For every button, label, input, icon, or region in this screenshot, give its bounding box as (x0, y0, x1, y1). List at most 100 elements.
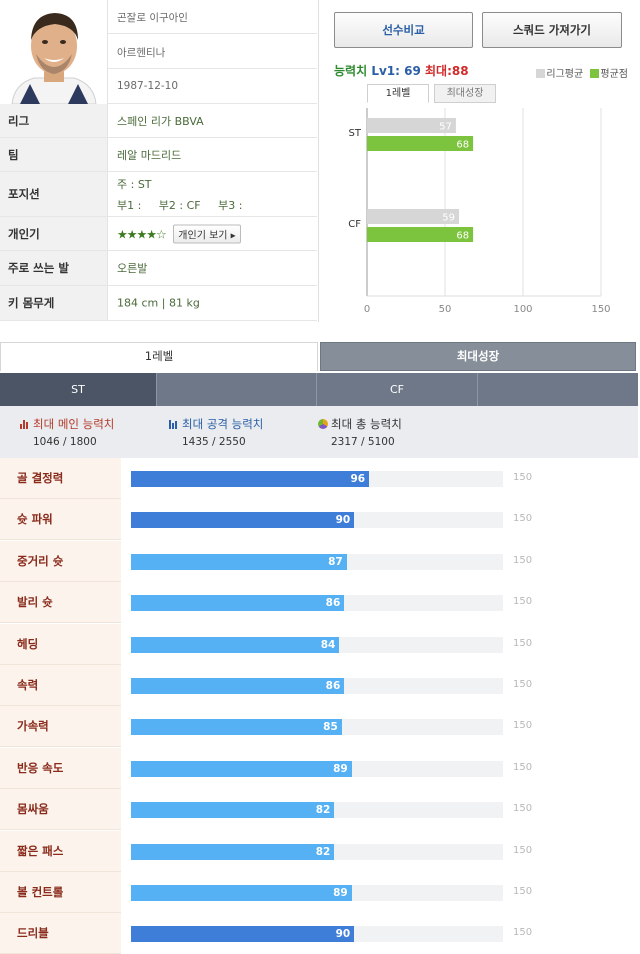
stat-label: 드리블 (17, 926, 49, 941)
tab-max-growth[interactable]: 최대성장 (434, 84, 496, 103)
chart-data-label: 68 (456, 140, 469, 151)
summary-attack-title: 최대 공격 능력치 (182, 417, 264, 431)
stat-label-cell: 반응 속도 (0, 747, 121, 789)
stat-bar-fill: 90 (131, 926, 355, 943)
stat-bar-track: 87 (131, 553, 503, 570)
stat-bar-fill: 86 (131, 678, 345, 694)
stat-row: 몸싸움 82 150 (0, 789, 640, 831)
stat-row: 중거리 슛 87 150 (0, 540, 640, 582)
stat-bar-fill: 96 (131, 471, 370, 487)
skill-label: 개인기 (8, 226, 40, 241)
team-value: 레알 마드리드 (117, 148, 182, 162)
stat-max: 150 (513, 596, 533, 608)
body-row: 키 몸무게 184 cm | 81 kg (0, 286, 317, 321)
stat-value: 82 (315, 845, 331, 858)
view-skills-button[interactable]: 개인기 보기 ▸ (173, 224, 241, 243)
tab-level1[interactable]: 1레벨 (367, 84, 429, 103)
chart-category-label: CF (348, 219, 361, 230)
stat-bar-fill: 90 (131, 512, 355, 529)
foot-label: 주로 쓰는 발 (8, 261, 69, 275)
stat-max: 150 (513, 679, 533, 690)
bar-chart-icon (169, 420, 179, 429)
legend-avg-swatch (590, 69, 600, 78)
chart-category-label: ST (349, 128, 362, 139)
stat-value: 84 (320, 638, 336, 651)
stat-value: 86 (325, 680, 341, 692)
stat-value: 86 (325, 597, 341, 610)
stat-bar-track: 89 (131, 760, 503, 777)
player-photo (0, 0, 108, 104)
stat-max: 150 (513, 844, 533, 856)
body-value: 184 cm | 81 kg (117, 296, 200, 310)
position-sub: 부1 : 부2 : CF 부3 : (117, 199, 243, 212)
skill-stars: ★★★★☆ (117, 227, 167, 241)
position-tab-cf[interactable]: CF (317, 373, 478, 406)
add-to-squad-button[interactable]: 스쿼드 가져가기 (482, 12, 622, 48)
position-label: 포지션 (8, 187, 40, 201)
chart-bar (367, 136, 474, 151)
chart-background (319, 0, 640, 322)
level-tab-level1[interactable]: 1레벨 (0, 342, 318, 371)
stat-value: 89 (333, 762, 348, 775)
stat-max: 150 (513, 886, 533, 897)
stat-row: 발리 슛 86 150 (0, 582, 640, 624)
stat-label-cell: 짧은 패스 (0, 830, 121, 872)
stat-label: 가속력 (17, 719, 49, 734)
stat-label-cell: 가속력 (0, 706, 121, 748)
stat-label: 골 결정력 (17, 471, 64, 485)
stat-label-cell: 볼 컨트롤 (0, 872, 121, 913)
chart-bar (367, 227, 474, 242)
stat-label-cell: 골 결정력 (0, 458, 121, 499)
stat-bar-fill: 82 (131, 843, 335, 860)
stat-label: 속력 (17, 678, 39, 692)
ability-level: Lv1: 69 (371, 64, 421, 78)
team-row: 팀 레알 마드리드 (0, 138, 317, 172)
stat-max: 150 (513, 803, 533, 815)
stat-bar-fill: 85 (131, 719, 342, 736)
stat-row: 드리블 90 150 (0, 913, 640, 954)
legend-avg: 평균점 (600, 69, 628, 80)
chart-tick-label: 50 (439, 304, 452, 315)
summary-main: 최대 메인 능력치 1046 / 1800 (20, 416, 114, 448)
skill-row: 개인기 ★★★★☆ 개인기 보기 ▸ (0, 217, 317, 251)
ability-max: 최대:88 (425, 64, 469, 78)
stat-bar-fill: 89 (131, 760, 352, 777)
foot-row: 주로 쓰는 발 오른발 (0, 251, 317, 286)
stat-bar-track: 90 (131, 512, 503, 529)
stat-bar-track: 82 (131, 843, 503, 860)
stat-value: 87 (328, 555, 343, 568)
stat-bar-fill: 84 (131, 636, 340, 653)
position-tab-st[interactable]: ST (0, 373, 157, 406)
stat-summary: 최대 메인 능력치 1046 / 1800 최대 공격 능력치 1435 / 2… (0, 406, 638, 458)
stat-label-cell: 발리 슛 (0, 582, 121, 624)
stat-label: 중거리 슛 (17, 553, 64, 568)
chart-data-label: 68 (456, 231, 469, 242)
stat-label-cell: 헤딩 (0, 623, 121, 665)
stat-label: 슛 파워 (17, 512, 53, 527)
position-row: 포지션 주 : ST 부1 : 부2 : CF 부3 : (0, 172, 317, 217)
league-value: 스페인 리가 BBVA (117, 114, 204, 128)
stat-max: 150 (513, 720, 533, 732)
position-tab-empty-1[interactable] (157, 373, 317, 406)
stat-max: 150 (513, 761, 533, 773)
stat-value: 90 (335, 514, 351, 527)
stat-label: 발리 슛 (17, 595, 53, 610)
level-tab-max-growth[interactable]: 최대성장 (320, 342, 636, 371)
stat-bar-track: 89 (131, 885, 503, 901)
stat-label-cell: 슛 파워 (0, 499, 121, 541)
stat-value: 90 (335, 928, 351, 941)
stat-label-cell: 중거리 슛 (0, 540, 121, 582)
bar-chart-icon (20, 420, 30, 429)
stat-value: 82 (315, 804, 331, 817)
stat-row: 짧은 패스 82 150 (0, 830, 640, 872)
ability-label: 능력치 (334, 64, 368, 78)
stat-max: 150 (513, 513, 533, 525)
stat-row: 볼 컨트롤 89 150 (0, 872, 640, 913)
position-tab-empty-2[interactable] (478, 373, 638, 406)
position-tabs: ST CF (0, 373, 638, 406)
stat-bar-fill: 86 (131, 595, 345, 612)
compare-players-button[interactable]: 선수비교 (334, 12, 473, 48)
chart-tick-label: 0 (364, 304, 370, 315)
stat-bar-fill: 82 (131, 802, 335, 819)
